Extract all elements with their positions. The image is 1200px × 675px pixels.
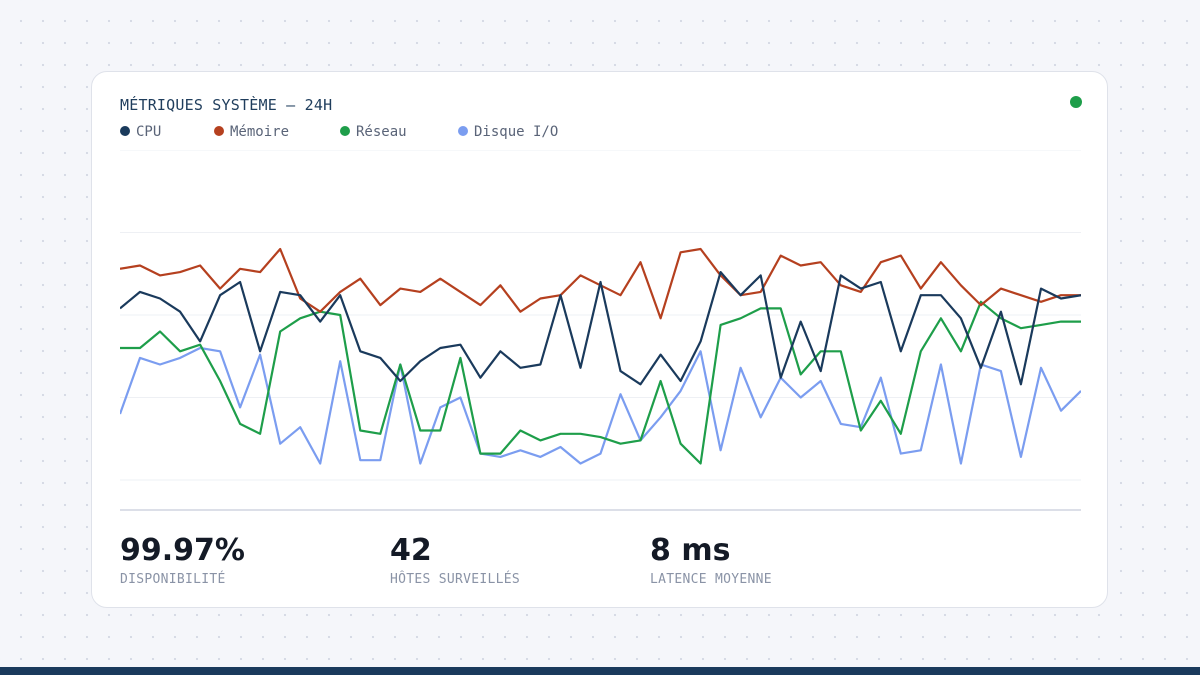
series-line-disque: [120, 346, 1081, 465]
legend-swatch-reseau: [340, 126, 350, 136]
legend-label-disque: Disque I/O: [474, 124, 559, 140]
stat-latency-label: LATENCE MOYENNE: [650, 572, 772, 587]
stats-row: 99.97% DISPONIBILITÉ 42 HÔTES SURVEILLÉS…: [120, 534, 1080, 594]
legend-swatch-cpu: [120, 126, 130, 136]
legend-swatch-disque: [458, 126, 468, 136]
series-line-cpu: [120, 270, 1081, 386]
stat-latency-value: 8 ms: [650, 533, 731, 568]
stat-availability-label: DISPONIBILITÉ: [120, 572, 226, 587]
stat-availability-value: 99.97%: [120, 533, 245, 568]
stat-availability: 99.97% DISPONIBILITÉ: [120, 533, 245, 588]
bottom-bar: [0, 667, 1200, 675]
stat-hosts-value: 42: [390, 533, 432, 568]
legend-item-cpu[interactable]: CPU: [120, 124, 161, 140]
legend-label-memoire: Mémoire: [230, 124, 290, 140]
line-chart: [120, 150, 1081, 511]
legend-item-memoire[interactable]: Mémoire: [214, 124, 289, 140]
status-indicator: [1070, 96, 1082, 108]
legend-item-reseau[interactable]: Réseau: [340, 124, 407, 140]
card-title: MÉTRIQUES SYSTÈME — 24H: [120, 96, 333, 114]
metrics-card: MÉTRIQUES SYSTÈME — 24H CPU Mémoire Rése…: [91, 71, 1108, 608]
plot-area: [120, 150, 1081, 512]
series-line-reseau: [120, 300, 1081, 465]
stat-latency: 8 ms LATENCE MOYENNE: [650, 533, 772, 588]
stat-hosts-label: HÔTES SURVEILLÉS: [390, 572, 521, 587]
legend-item-disque[interactable]: Disque I/O: [458, 124, 558, 140]
legend-label-reseau: Réseau: [356, 124, 407, 140]
legend-label-cpu: CPU: [136, 124, 162, 140]
legend-swatch-memoire: [214, 126, 224, 136]
stat-hosts: 42 HÔTES SURVEILLÉS: [390, 533, 521, 588]
